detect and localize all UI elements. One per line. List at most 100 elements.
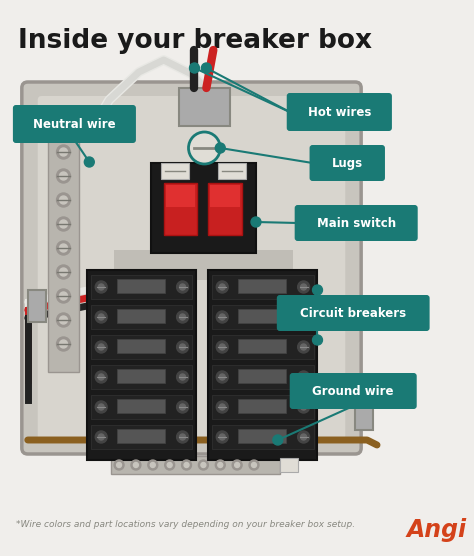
Circle shape: [56, 289, 71, 303]
Bar: [218, 163, 246, 179]
Bar: [166, 185, 195, 207]
Circle shape: [167, 463, 172, 468]
Circle shape: [180, 374, 185, 380]
Bar: [212, 275, 313, 299]
Circle shape: [298, 281, 310, 293]
FancyBboxPatch shape: [22, 82, 361, 454]
Bar: [91, 335, 192, 359]
Circle shape: [95, 311, 107, 323]
Circle shape: [98, 404, 104, 410]
Circle shape: [190, 63, 200, 73]
Circle shape: [134, 463, 138, 468]
Circle shape: [298, 371, 310, 383]
Bar: [238, 399, 286, 413]
Bar: [151, 163, 256, 253]
Circle shape: [56, 169, 71, 183]
Circle shape: [201, 63, 211, 73]
Circle shape: [95, 371, 107, 383]
Circle shape: [216, 401, 228, 413]
Circle shape: [56, 217, 71, 231]
Bar: [355, 400, 373, 430]
Bar: [238, 309, 286, 323]
Circle shape: [184, 463, 189, 468]
Bar: [161, 163, 189, 179]
Circle shape: [60, 268, 67, 276]
Bar: [117, 279, 164, 293]
Circle shape: [177, 401, 189, 413]
Bar: [117, 369, 164, 383]
Circle shape: [301, 284, 307, 290]
Circle shape: [56, 241, 71, 255]
Circle shape: [216, 431, 228, 443]
FancyBboxPatch shape: [287, 93, 392, 131]
Circle shape: [180, 284, 185, 290]
Bar: [111, 456, 280, 474]
FancyBboxPatch shape: [295, 205, 418, 241]
Circle shape: [150, 463, 155, 468]
Circle shape: [219, 404, 225, 410]
Text: *Wire colors and part locations vary depending on your breaker box setup.: *Wire colors and part locations vary dep…: [16, 520, 355, 529]
Circle shape: [177, 281, 189, 293]
Circle shape: [60, 244, 67, 252]
Circle shape: [312, 285, 322, 295]
Circle shape: [252, 463, 256, 468]
Text: Lugs: Lugs: [332, 156, 363, 170]
Circle shape: [98, 374, 104, 380]
Circle shape: [56, 193, 71, 207]
Circle shape: [60, 148, 67, 156]
Circle shape: [95, 431, 107, 443]
Circle shape: [301, 344, 307, 350]
Bar: [47, 112, 79, 372]
Text: Hot wires: Hot wires: [308, 106, 371, 118]
Circle shape: [60, 220, 67, 228]
Circle shape: [301, 374, 307, 380]
Bar: [212, 425, 313, 449]
Circle shape: [189, 132, 220, 164]
Circle shape: [216, 311, 228, 323]
Text: Inside your breaker box: Inside your breaker box: [18, 28, 372, 54]
Bar: [212, 305, 313, 329]
Bar: [209, 270, 318, 460]
Circle shape: [60, 196, 67, 204]
Circle shape: [114, 460, 124, 470]
Circle shape: [219, 344, 225, 350]
Bar: [238, 429, 286, 443]
Circle shape: [218, 463, 223, 468]
Circle shape: [215, 460, 225, 470]
Circle shape: [182, 460, 191, 470]
Bar: [28, 290, 46, 322]
Circle shape: [177, 431, 189, 443]
Circle shape: [199, 460, 209, 470]
Circle shape: [148, 460, 158, 470]
Bar: [209, 183, 242, 235]
Circle shape: [312, 335, 322, 345]
Text: Ground wire: Ground wire: [312, 385, 394, 398]
Circle shape: [56, 121, 71, 135]
Circle shape: [216, 371, 228, 383]
Circle shape: [131, 460, 141, 470]
Bar: [164, 183, 198, 235]
Bar: [91, 365, 192, 389]
Circle shape: [60, 292, 67, 300]
Circle shape: [60, 340, 67, 348]
FancyBboxPatch shape: [290, 373, 417, 409]
Circle shape: [251, 217, 261, 227]
Circle shape: [249, 460, 259, 470]
Circle shape: [273, 435, 283, 445]
Circle shape: [219, 284, 225, 290]
Bar: [212, 365, 313, 389]
Circle shape: [219, 374, 225, 380]
Bar: [212, 335, 313, 359]
Bar: [238, 279, 286, 293]
Circle shape: [56, 145, 71, 159]
Circle shape: [298, 431, 310, 443]
Bar: [210, 185, 240, 207]
Circle shape: [215, 143, 225, 153]
Bar: [179, 88, 230, 126]
Circle shape: [60, 124, 67, 132]
Bar: [238, 369, 286, 383]
Circle shape: [98, 314, 104, 320]
Circle shape: [60, 316, 67, 324]
Text: Main switch: Main switch: [317, 216, 396, 230]
Circle shape: [95, 401, 107, 413]
